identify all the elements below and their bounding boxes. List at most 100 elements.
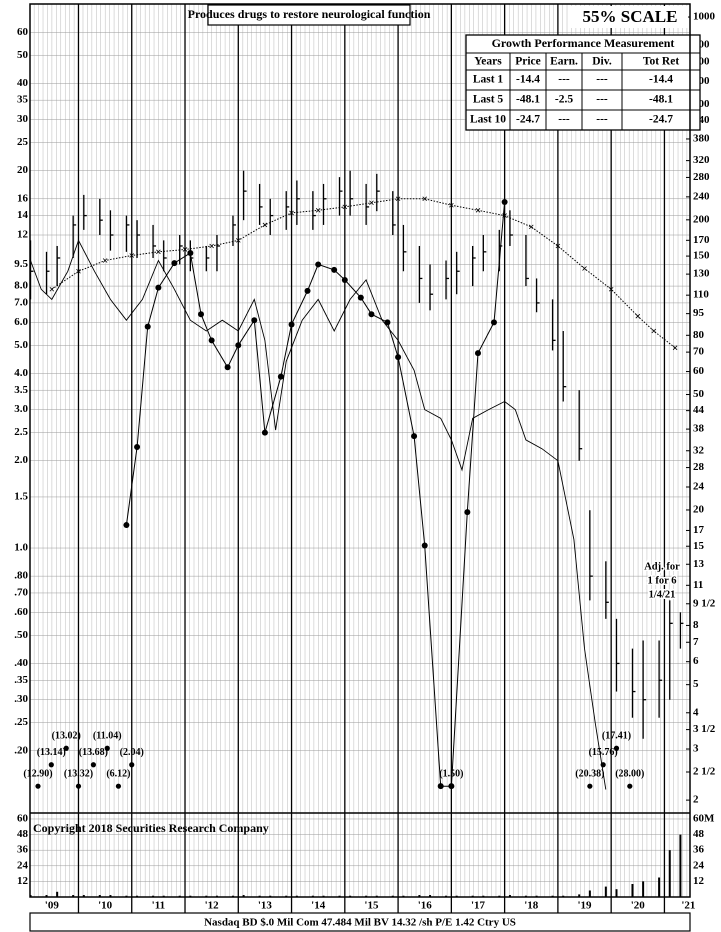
footer: Nasdaq BD $.0 Mil Com 47.484 Mil BV 14.3… xyxy=(204,917,516,929)
y-tick-label: 12 xyxy=(17,229,29,241)
volume-bar xyxy=(56,891,59,897)
volume-y2-tick-label: 12 xyxy=(693,875,705,887)
earnings-dot xyxy=(224,364,231,371)
y2-tick-label: 5 xyxy=(693,678,699,690)
earnings-dot xyxy=(171,260,178,267)
deficit-label: (6.12) xyxy=(106,768,130,779)
y-tick-label: 5.0 xyxy=(14,339,28,351)
deficit-label: (13.68) xyxy=(79,747,108,758)
month-grid xyxy=(30,4,690,897)
deficit-dot xyxy=(115,783,122,789)
earnings-dot xyxy=(134,444,141,451)
deficit-label: (13.14) xyxy=(37,747,66,758)
y2-tick-label: 60 xyxy=(693,365,705,377)
volume-tick-label: 12 xyxy=(17,875,29,887)
moving-average-mark xyxy=(102,258,108,263)
y-tick-label: .20 xyxy=(14,744,28,756)
copyright: Copyright 2018 Securities Research Compa… xyxy=(33,821,269,835)
y-tick-label: 50 xyxy=(17,49,29,61)
earnings-dot xyxy=(261,429,268,436)
moving-average-mark xyxy=(235,238,241,243)
deficit-label: (2.04) xyxy=(120,747,144,758)
earnings-dot xyxy=(315,261,322,268)
x-tick-label: '19 xyxy=(577,900,592,912)
earnings-dot xyxy=(357,294,364,301)
table-cell: --- xyxy=(558,114,570,126)
moving-average-mark xyxy=(262,222,268,228)
deficit-dot xyxy=(448,783,454,789)
volume-y2-tick-label: 48 xyxy=(693,828,705,840)
x-tick-label: '13 xyxy=(258,900,273,912)
table-cell: -14.4 xyxy=(649,74,673,86)
volume-bar xyxy=(242,895,245,897)
y-tick-label: .70 xyxy=(14,586,28,598)
deficit-dot xyxy=(627,783,633,789)
x-tick-label: '15 xyxy=(364,900,379,912)
table-header: Years xyxy=(474,56,502,68)
deficit-dot xyxy=(104,745,110,751)
plot-frame xyxy=(29,3,691,898)
deficit-label: (13.32) xyxy=(64,768,93,779)
y-tick-label: 30 xyxy=(17,113,29,125)
y-tick-label: .25 xyxy=(14,716,28,728)
y-tick-label: 16 xyxy=(17,192,29,204)
table-box xyxy=(465,34,701,131)
volume-bar xyxy=(429,895,432,897)
earnings-dot xyxy=(331,266,338,273)
y-tick-label: 1.0 xyxy=(14,542,28,554)
moving-average-mark xyxy=(449,202,454,208)
y2-tick-label: 7 xyxy=(693,636,699,648)
moving-average-mark xyxy=(129,253,135,258)
y-tick-label: .80 xyxy=(14,570,28,582)
moving-average-mark xyxy=(182,247,188,252)
moving-average-mark xyxy=(608,286,614,292)
y2-tick-label: 17 xyxy=(693,524,705,536)
y2-tick-label: 38 xyxy=(693,423,705,435)
y-tick-label: 1.5 xyxy=(14,490,28,502)
moving-average-mark xyxy=(555,243,561,249)
volume-bar xyxy=(668,850,671,897)
volume-tick-label: 48 xyxy=(17,828,29,840)
x-tick-label: '16 xyxy=(418,900,433,912)
table-header: Earn. xyxy=(550,56,578,68)
moving-average-mark xyxy=(49,286,55,292)
volume-bar xyxy=(615,889,618,897)
y2-tick-label: 170 xyxy=(693,234,710,246)
earnings-dot xyxy=(288,321,295,328)
earnings-dot xyxy=(437,783,444,790)
y-tick-label: 2.5 xyxy=(14,426,28,438)
earnings-dot xyxy=(421,542,428,549)
y-tick-label: .40 xyxy=(14,657,28,669)
deficit-dot xyxy=(600,762,606,768)
y-tick-label: 20 xyxy=(17,164,29,176)
table-cell: -24.7 xyxy=(649,114,673,126)
x-tick-label: '21 xyxy=(681,900,695,912)
y-tick-label: 14 xyxy=(17,209,29,221)
y2-tick-label: 280 xyxy=(693,171,710,183)
deficit-dot xyxy=(63,745,69,751)
y2-tick-label: 3 1/2 xyxy=(693,723,716,735)
earnings-dot xyxy=(251,317,258,324)
table-header: Tot Ret xyxy=(643,56,679,68)
deficit-label: (17.41) xyxy=(602,731,631,742)
earnings-dot xyxy=(341,276,348,283)
chart-title: Produces drugs to restore neurological f… xyxy=(188,7,431,21)
deficit-label: (12.90) xyxy=(23,768,52,779)
y2-tick-label: 3 xyxy=(693,743,699,755)
y2-tick-label: 80 xyxy=(693,329,705,341)
volume-bar xyxy=(98,895,101,897)
volume-tick-label: 36 xyxy=(17,844,29,856)
y2-tick-label: 20 xyxy=(693,504,705,516)
y2-tick-label: 9 1/2 xyxy=(693,597,716,609)
y-tick-label: 9.5 xyxy=(14,258,28,270)
y-tick-label: .30 xyxy=(14,693,28,705)
x-tick-label: '17 xyxy=(471,900,486,912)
moving-average-mark xyxy=(76,268,81,274)
adjustment-note: 1/4/21 xyxy=(649,589,676,600)
deficit-dot xyxy=(75,783,82,789)
moving-average-mark xyxy=(422,196,428,202)
volume-bar xyxy=(631,883,634,897)
table-title: Growth Performance Measurement xyxy=(492,36,675,50)
earnings-dot xyxy=(411,433,418,440)
